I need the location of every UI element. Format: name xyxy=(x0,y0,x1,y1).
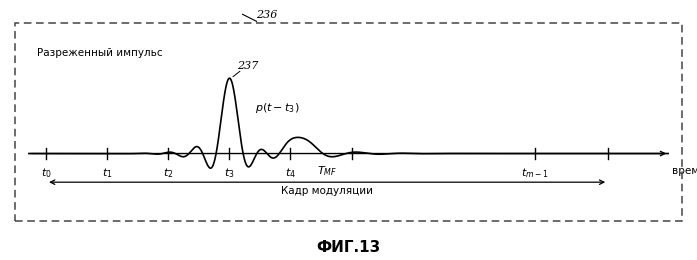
Text: 236: 236 xyxy=(256,10,278,20)
Text: $t_2$: $t_2$ xyxy=(163,166,174,180)
Text: $t_0$: $t_0$ xyxy=(41,166,52,180)
Text: 237: 237 xyxy=(238,61,259,70)
Text: $t_1$: $t_1$ xyxy=(102,166,113,180)
Text: ФИГ.13: ФИГ.13 xyxy=(316,240,381,255)
Text: Разреженный импульс: Разреженный импульс xyxy=(37,48,162,58)
Text: $t_4$: $t_4$ xyxy=(285,166,296,180)
Text: Кадр модуляции: Кадр модуляции xyxy=(281,186,373,196)
Text: $p(t-t_3)$: $p(t-t_3)$ xyxy=(255,101,300,115)
Text: время: время xyxy=(672,166,697,176)
Text: $t_3$: $t_3$ xyxy=(224,166,235,180)
Text: $t_{m-1}$: $t_{m-1}$ xyxy=(521,166,549,180)
Text: $T_{MF}$: $T_{MF}$ xyxy=(317,165,337,178)
